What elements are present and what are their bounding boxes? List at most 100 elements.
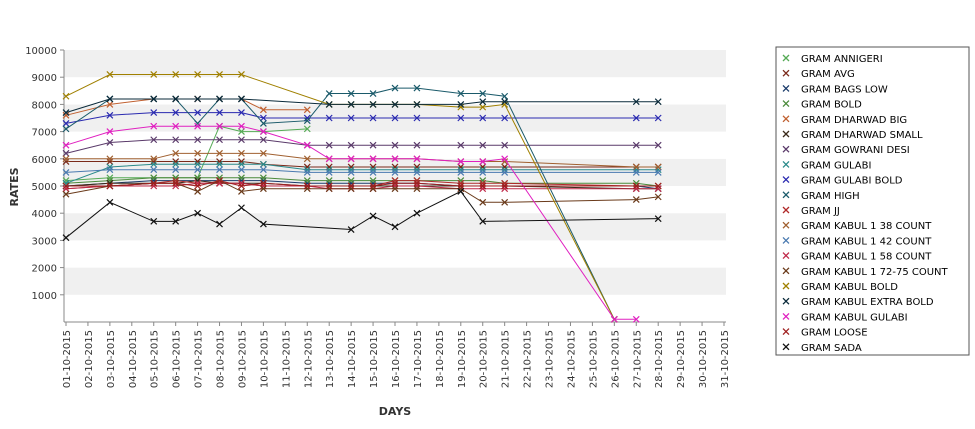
data-point bbox=[347, 185, 355, 193]
data-point bbox=[303, 117, 311, 125]
data-point bbox=[413, 141, 421, 149]
data-point bbox=[325, 90, 333, 97]
x-tick-label: 12-10-2015 bbox=[303, 330, 314, 388]
data-point bbox=[479, 177, 487, 184]
data-point bbox=[325, 163, 333, 171]
data-point bbox=[369, 163, 377, 171]
legend-label: GRAM KABUL EXTRA BOLD bbox=[801, 297, 934, 308]
legend-marker bbox=[782, 282, 790, 290]
data-point bbox=[172, 177, 180, 184]
x-tick-label: 14-10-2015 bbox=[347, 330, 358, 388]
data-point bbox=[238, 71, 245, 78]
data-point bbox=[391, 223, 399, 231]
data-point bbox=[391, 163, 399, 171]
data-point bbox=[62, 168, 70, 176]
data-point bbox=[501, 198, 509, 206]
x-tick-label: 13-10-2015 bbox=[325, 330, 336, 388]
data-point bbox=[303, 114, 311, 122]
data-point bbox=[259, 136, 267, 144]
data-point bbox=[501, 114, 509, 122]
x-tick-label: 07-10-2015 bbox=[194, 330, 205, 388]
data-point bbox=[194, 109, 202, 116]
legend-marker bbox=[782, 328, 790, 336]
series-16 bbox=[62, 95, 662, 116]
y-tick-label: 3000 bbox=[32, 236, 57, 247]
x-tick-label: 02-10-2015 bbox=[84, 330, 95, 388]
data-point bbox=[413, 155, 421, 163]
data-point bbox=[413, 163, 421, 171]
data-point bbox=[216, 220, 223, 228]
data-point bbox=[632, 179, 640, 187]
data-point bbox=[347, 141, 355, 149]
legend: GRAM ANNIGERI GRAM AVG GRAM BAGS LOW GRAM B… bbox=[775, 46, 970, 356]
legend-label: GRAM GOWRANI DESI bbox=[801, 145, 910, 156]
data-point bbox=[216, 109, 223, 116]
data-point bbox=[238, 95, 245, 103]
data-point bbox=[62, 190, 70, 198]
legend-label: GRAM GULABI bbox=[801, 160, 871, 171]
data-point bbox=[303, 166, 311, 174]
grid-band bbox=[64, 294, 726, 322]
data-point bbox=[457, 182, 465, 190]
legend-label: GRAM KABUL 1 58 COUNT bbox=[801, 252, 932, 263]
x-tick-label: 05-10-2015 bbox=[150, 330, 161, 388]
legend-marker bbox=[782, 312, 790, 320]
data-point bbox=[172, 136, 180, 144]
data-point bbox=[501, 163, 509, 171]
data-point bbox=[172, 109, 180, 116]
data-point bbox=[106, 139, 114, 146]
legend-box bbox=[775, 46, 970, 356]
data-point bbox=[259, 174, 267, 182]
y-tick-label: 4000 bbox=[32, 209, 57, 220]
legend-marker bbox=[782, 100, 790, 108]
legend-marker bbox=[782, 54, 790, 62]
data-point bbox=[106, 155, 114, 163]
data-point bbox=[479, 179, 487, 187]
data-point bbox=[62, 179, 70, 187]
data-point bbox=[194, 149, 202, 157]
x-tick-label: 19-10-2015 bbox=[457, 330, 468, 388]
data-point bbox=[259, 114, 267, 122]
series-1 bbox=[62, 158, 662, 171]
x-tick-label: 21-10-2015 bbox=[501, 330, 512, 388]
legend-label: GRAM JJ bbox=[801, 206, 840, 217]
x-tick-label: 11-10-2015 bbox=[281, 330, 292, 388]
series-7 bbox=[62, 160, 662, 187]
x-tick-label: 30-10-2015 bbox=[698, 330, 709, 388]
x-tick-label: 29-10-2015 bbox=[676, 330, 687, 388]
data-point bbox=[106, 174, 114, 182]
x-axis: 01-10-2015 02-10-2015 03-10-2015 04-10-2015… bbox=[62, 321, 731, 388]
grid-band bbox=[64, 50, 726, 78]
data-point bbox=[391, 166, 399, 174]
data-point bbox=[501, 168, 509, 176]
data-point bbox=[413, 166, 421, 174]
y-tick-label: 1000 bbox=[32, 291, 57, 302]
data-point bbox=[413, 84, 421, 92]
legend-marker bbox=[782, 176, 790, 184]
data-point bbox=[62, 92, 70, 100]
data-point bbox=[369, 185, 377, 193]
data-point bbox=[457, 163, 465, 171]
grid-band bbox=[64, 240, 726, 268]
data-point bbox=[259, 220, 267, 228]
data-point bbox=[501, 100, 509, 108]
x-tick-label: 09-10-2015 bbox=[237, 330, 248, 388]
x-tick-label: 08-10-2015 bbox=[216, 330, 227, 388]
data-point bbox=[216, 136, 223, 144]
data-point bbox=[216, 122, 223, 130]
data-point bbox=[259, 160, 267, 168]
legend-label: GRAM KABUL 1 38 COUNT bbox=[801, 221, 932, 232]
data-point bbox=[172, 217, 180, 225]
data-point bbox=[632, 98, 640, 106]
data-point bbox=[413, 177, 421, 184]
x-tick-label: 26-10-2015 bbox=[610, 330, 621, 388]
data-point bbox=[325, 179, 333, 187]
legend-label: GRAM DHARWAD BIG bbox=[801, 115, 907, 126]
data-point bbox=[150, 166, 158, 174]
data-point bbox=[457, 114, 465, 122]
data-point bbox=[303, 106, 311, 114]
data-point bbox=[259, 149, 267, 157]
data-point bbox=[479, 98, 487, 106]
data-point bbox=[303, 179, 311, 187]
